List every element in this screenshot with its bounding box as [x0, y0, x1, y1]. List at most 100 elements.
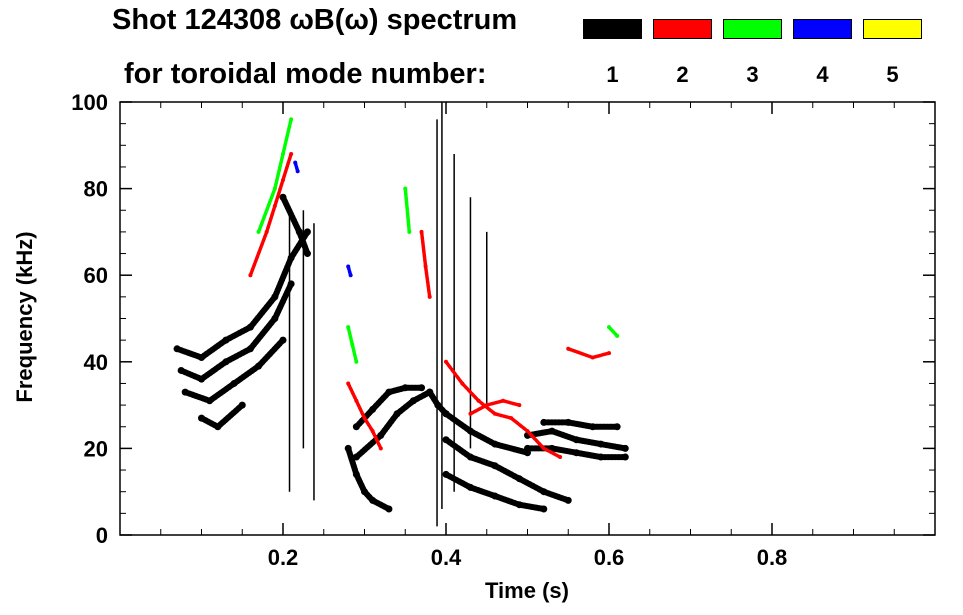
spectrum-point-n=3: [403, 186, 408, 191]
spectrum-point-n=4: [348, 273, 353, 278]
spectrum-point-n=1: [434, 401, 442, 409]
spectrum-point-n=3: [615, 333, 620, 338]
spectrum-series-n=2: [248, 152, 293, 277]
spectrum-point-n=1: [418, 384, 426, 392]
plot-frame: [119, 101, 936, 536]
y-tick-label: 40: [84, 350, 108, 375]
spectrum-point-n=2: [607, 351, 611, 356]
spectrum-series-n=2: [566, 347, 611, 360]
chart-subtitle: for toroidal mode number:: [124, 58, 487, 90]
y-tick-label: 20: [84, 436, 108, 461]
spectrum-point-n=1: [564, 418, 572, 426]
spectrum-point-n=2: [492, 411, 497, 416]
legend-label-2: 2: [676, 62, 689, 87]
spectrum-point-n=2: [590, 355, 595, 360]
spectrum-point-n=3: [256, 229, 261, 234]
spectrum-point-n=3: [281, 151, 285, 156]
spectrum-point-n=1: [385, 388, 393, 396]
spectrum-point-n=1: [271, 293, 279, 301]
spectrum-point-n=1: [181, 388, 189, 396]
spectrum-point-n=1: [385, 505, 393, 513]
spectrum-point-n=2: [484, 403, 489, 408]
spectrum-point-n=1: [621, 453, 629, 461]
spectrum-point-n=1: [548, 427, 556, 435]
spectrum-point-n=1: [287, 254, 295, 262]
spectrum-point-n=1: [426, 388, 434, 396]
spectrum-point-n=1: [515, 501, 523, 509]
spectrum-series-n=1: [540, 419, 621, 430]
spectrum-point-n=1: [177, 366, 185, 374]
spectrum-point-n=1: [238, 401, 246, 409]
legend-label-5: 5: [886, 62, 899, 87]
spectrum-point-n=2: [476, 398, 481, 403]
spectrum-point-n=2: [264, 229, 269, 234]
spectrum-point-n=1: [344, 444, 352, 452]
x-tick-label: 0.2: [268, 545, 299, 570]
spectrum-series-n=2: [419, 230, 432, 299]
spectrum-point-n=1: [589, 423, 597, 431]
spectrum-point-n=2: [378, 446, 383, 451]
spectrum-point-n=2: [525, 429, 530, 434]
legend-swatch-4: [793, 19, 852, 39]
spectrum-point-n=1: [466, 483, 474, 491]
tick-layer: 0.2 0.4 0.6 0.8 0 20 40 60 80 100: [71, 90, 935, 570]
spectrum-point-n=1: [540, 488, 548, 496]
spectrum-series-n=3: [256, 117, 293, 234]
spectrum-point-n=1: [352, 423, 360, 431]
legend-swatch-5: [863, 19, 922, 39]
spectrum-point-n=2: [444, 359, 448, 364]
spectrum-point-n=1: [613, 423, 621, 431]
spectrum-series-n=1: [182, 337, 286, 404]
data-layer: [173, 102, 629, 527]
spectrum-point-n=1: [279, 193, 287, 201]
spectrum-point-n=1: [369, 405, 377, 413]
spectrum-point-n=1: [442, 436, 450, 444]
spectrum-point-n=1: [222, 358, 230, 366]
spectrum-point-n=1: [295, 228, 303, 236]
spectrum-point-n=1: [597, 440, 605, 448]
x-axis-title: Time (s): [485, 578, 569, 603]
spectrum-point-n=4: [346, 264, 351, 269]
spectrum-series-n=2: [468, 399, 522, 416]
spectrum-series-n=1: [198, 402, 246, 430]
spectrum-point-n=2: [566, 346, 571, 351]
spectrum-point-n=1: [442, 470, 450, 478]
spectrum-point-n=2: [501, 398, 506, 403]
spectrum-series-n=1: [443, 471, 547, 512]
spectrum-point-n=1: [255, 362, 263, 370]
spectrum-point-n=1: [198, 353, 205, 361]
spectrum-point-n=1: [524, 444, 531, 452]
spectrum-point-n=1: [246, 323, 254, 331]
chart-title: Shot 124308 ωB(ω) spectrum: [112, 4, 518, 36]
spectrum-point-n=1: [540, 505, 548, 513]
spectrum-point-n=1: [442, 410, 450, 418]
spectrum-point-n=1: [401, 384, 409, 392]
spectrum-point-n=3: [289, 117, 294, 122]
y-tick-label: 80: [84, 177, 108, 202]
y-tick-label: 100: [71, 90, 108, 115]
spectrum-point-n=3: [354, 359, 359, 364]
spectrum-point-n=2: [419, 229, 424, 234]
spectrum-point-n=3: [272, 186, 277, 191]
spectrum-point-n=2: [541, 446, 546, 451]
spectrum-point-n=1: [352, 453, 360, 461]
spectrum-point-n=1: [540, 418, 548, 426]
spectrum-point-n=2: [248, 273, 253, 278]
spectrum-point-n=2: [362, 416, 367, 421]
spectrum-point-n=1: [597, 453, 605, 461]
spectrum-point-n=1: [564, 496, 572, 504]
spectrum-point-n=1: [369, 496, 377, 504]
spectrum-point-n=1: [198, 375, 205, 383]
spectrum-point-n=1: [409, 397, 417, 405]
spectrum-point-n=3: [350, 342, 355, 347]
y-tick-label: 0: [96, 523, 108, 548]
spectrum-point-n=4: [295, 169, 300, 174]
spectrum-point-n=1: [377, 431, 385, 439]
spectrum-point-n=2: [423, 264, 428, 269]
x-tick-label: 0.6: [594, 545, 625, 570]
spectrum-point-n=1: [491, 462, 499, 470]
legend-label-4: 4: [816, 62, 829, 87]
spectrum-series-n=3: [403, 186, 412, 234]
spectrum-series-n=2: [346, 381, 383, 451]
spectrum-point-n=2: [460, 381, 465, 386]
